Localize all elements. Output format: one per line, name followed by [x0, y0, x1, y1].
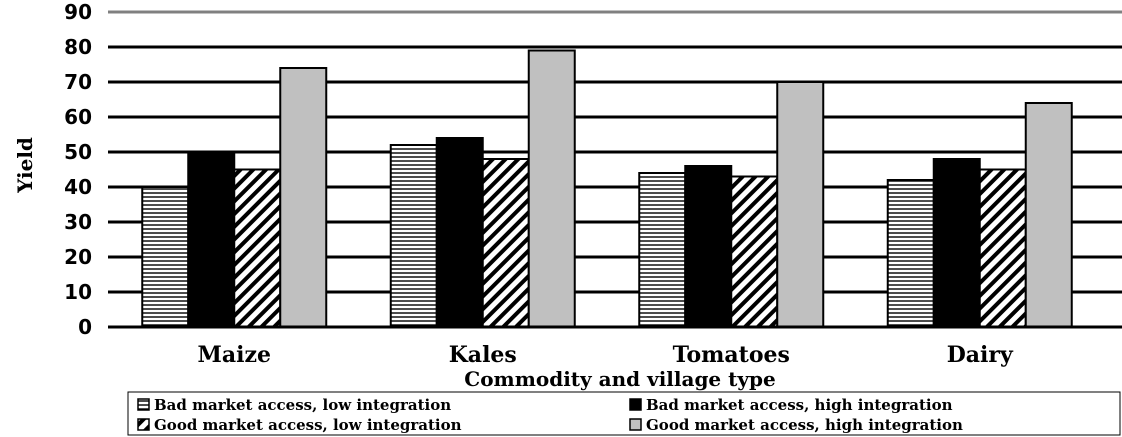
- legend-swatch: [137, 418, 150, 431]
- legend-label: Good market access, low integration: [154, 416, 462, 434]
- category-label: Kales: [449, 342, 517, 368]
- y-tick-label: 70: [64, 70, 92, 94]
- category-label: Dairy: [947, 342, 1014, 368]
- bar: [279, 67, 328, 328]
- legend-label: Good market access, high integration: [646, 416, 963, 434]
- y-tick-label: 50: [64, 140, 92, 164]
- bar: [886, 179, 935, 328]
- bar: [389, 144, 438, 328]
- legend: Bad market access, low integration Bad ma…: [127, 391, 1121, 436]
- bar: [932, 158, 981, 328]
- y-tick-label: 60: [64, 105, 92, 129]
- bar: [527, 49, 576, 328]
- legend-swatch: [629, 418, 642, 431]
- y-tick-label: 0: [78, 315, 92, 339]
- legend-label: Bad market access, high integration: [646, 396, 953, 414]
- y-tick-label: 30: [64, 210, 92, 234]
- legend-swatch: [137, 398, 150, 411]
- bar: [684, 165, 733, 328]
- legend-swatch: [629, 398, 642, 411]
- bar: [435, 137, 484, 328]
- category-label: Tomatoes: [673, 342, 790, 368]
- y-tick-label: 80: [64, 35, 92, 59]
- category-label: Maize: [198, 342, 271, 368]
- bar: [233, 168, 282, 328]
- bar: [776, 81, 825, 328]
- bar: [638, 172, 687, 328]
- y-tick-label: 40: [64, 175, 92, 199]
- y-tick-label: 90: [64, 0, 92, 24]
- legend-box: [127, 391, 1121, 436]
- bar: [141, 186, 190, 328]
- bars: [141, 49, 1073, 328]
- bar: [1024, 102, 1073, 328]
- y-tick-label: 10: [64, 280, 92, 304]
- x-axis-title: Commodity and village type: [464, 367, 775, 391]
- bar: [730, 175, 779, 328]
- bar: [187, 151, 236, 328]
- bar: [978, 168, 1027, 328]
- y-axis-title: Yield: [13, 137, 37, 194]
- bar: [481, 158, 530, 328]
- legend-label: Bad market access, low integration: [154, 396, 451, 414]
- labels: 0 10 20 30 40 50 60 70 80 90 Maize Kales Tomatoes Dai…: [64, 0, 1014, 368]
- y-tick-label: 20: [64, 245, 92, 269]
